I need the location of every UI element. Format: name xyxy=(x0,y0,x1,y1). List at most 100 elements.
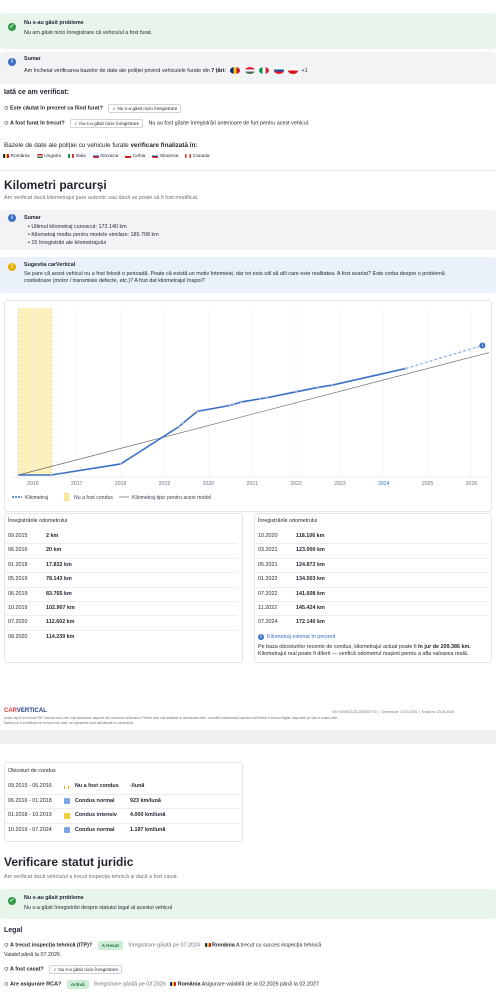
row-date: 10.2020 xyxy=(258,533,278,539)
summary-box xyxy=(0,210,496,250)
point xyxy=(240,400,243,404)
generated: Generat pe: 23.03.2026 xyxy=(381,710,418,714)
x-tick-label: 2018 xyxy=(115,481,127,487)
status-text: Nu am găsit nicio înregistrare că vehicu… xyxy=(24,30,153,36)
note: Asigurare valabilă de la 02.2026 până la… xyxy=(201,981,319,988)
info-icon: i xyxy=(258,634,264,640)
typical-line xyxy=(18,352,490,476)
row-value: 141.608 km xyxy=(296,590,325,597)
flag xyxy=(170,982,177,987)
point xyxy=(232,403,235,406)
country: Italia xyxy=(75,154,86,160)
row-date: 06.2016 xyxy=(8,547,28,554)
disclaimer: Acest raport în format PDF include doar … xyxy=(4,716,339,720)
row-date: 10.2019 xyxy=(8,605,28,611)
row-value: 78.143 km xyxy=(46,576,72,583)
row-date: 05.2019 xyxy=(8,576,28,583)
habit-label: Condus intensiv xyxy=(75,812,117,818)
flag xyxy=(36,154,43,158)
row-line xyxy=(254,601,488,602)
bullet-item: • Kilometraj mediu pentru modele similar… xyxy=(28,232,159,238)
point xyxy=(331,383,334,387)
suggestion-box xyxy=(0,257,496,293)
bullet-text: Ultimul kilometraj cunoscut: 172.140 km xyxy=(31,224,127,230)
point xyxy=(316,386,320,389)
legend-label: Kilometraj tipic pentru acest model xyxy=(132,495,211,501)
flag xyxy=(3,154,9,158)
x-tick-label: 2021 xyxy=(246,481,258,487)
chip: ✓ Nu s-a găsit nicio înregistrare xyxy=(49,965,123,974)
row-date: 07.2022 xyxy=(258,590,278,597)
estimate-note: Kilometrajul real poate fi diferit — ver… xyxy=(258,651,469,657)
row-line xyxy=(4,629,238,631)
row-value: 172.140 km xyxy=(296,619,325,626)
chip: A trecut xyxy=(97,941,123,950)
point xyxy=(119,462,122,466)
flag xyxy=(259,67,270,74)
subsection-title: Legal xyxy=(4,927,23,934)
row-line xyxy=(4,822,243,823)
status-text: Nu s-a găsit înregistrări despre statutu… xyxy=(24,905,173,911)
footer-meta: VIN: WVWZZZ3CZEE587719 | Generat pe: 23.… xyxy=(332,710,454,714)
point xyxy=(229,404,232,407)
row-line xyxy=(4,572,238,573)
legend-label: Nu a fost condus xyxy=(74,495,113,501)
legend-swatch xyxy=(63,492,70,502)
row-line xyxy=(4,586,238,588)
legal-row: ⊙ Are asigurare RCA? Activă Înregistrare… xyxy=(4,980,319,989)
info-icon: i xyxy=(8,214,16,222)
flag xyxy=(185,154,192,158)
row-line xyxy=(4,615,238,616)
estimate-line: Pe baza obiceiurilor recente de condus, … xyxy=(258,644,471,651)
question: A fost casat? xyxy=(10,966,44,973)
habit-period: 10.2019 - 07.2024 xyxy=(8,826,52,833)
flags xyxy=(227,67,300,74)
flag xyxy=(230,67,241,74)
estimate-title: Kilometraj estimat în prezent xyxy=(267,634,336,640)
country: Ungaria xyxy=(44,154,62,160)
databases-text: Bazele de date ale poliției cu vehicule … xyxy=(4,142,129,149)
found: Înregistrare găsită pe 03.2026 xyxy=(94,981,166,988)
x-tick-label: 2017 xyxy=(71,481,83,487)
row-value: 2 km xyxy=(46,533,59,539)
summary-title: Sumar xyxy=(24,56,41,62)
question: A trecut inspecția tehnică (ITP)? xyxy=(10,942,93,949)
habit-value: 923 km/lună xyxy=(130,797,161,804)
row-value: 114.239 km xyxy=(46,633,75,640)
point xyxy=(265,396,268,399)
habit-period: 01.2018 - 10.2019 xyxy=(8,812,52,818)
section-subtitle: Am verificat dacă vehiculul a trecut ins… xyxy=(4,874,179,880)
point xyxy=(50,473,53,477)
status-box xyxy=(0,13,496,49)
legal-row: ⊙ A trecut inspecția tehnică (ITP)? A tr… xyxy=(4,941,321,950)
row-date: 08.2020 xyxy=(8,633,28,640)
country: Slovacia xyxy=(100,154,119,160)
summary-text: Am încheiat verificarea bazelor de date … xyxy=(24,67,210,74)
estimate-line xyxy=(405,344,483,370)
row-value: 83.765 km xyxy=(46,590,72,597)
not-driven-band xyxy=(18,308,52,475)
point xyxy=(294,390,298,393)
flag xyxy=(152,154,159,158)
estimate-point xyxy=(479,342,486,349)
note: A trecut cu succes inspecția tehnică xyxy=(235,942,322,949)
chip-text: Nu s-a găsit nicio înregistrare xyxy=(79,120,140,126)
chip: ✓ Nu s-a găsit nicio înregistrare xyxy=(108,104,182,113)
country: Slovenia xyxy=(159,154,179,160)
row-date: 05.2021 xyxy=(258,561,278,568)
habit-swatch xyxy=(64,827,70,833)
habit-swatch xyxy=(64,783,69,790)
vin: VIN: WVWZZZ3CZEE587719 xyxy=(332,710,377,714)
chart-frame xyxy=(4,300,492,512)
table-title: Obiceiuri de condus xyxy=(8,768,56,774)
table-title: Înregistrările odometrului xyxy=(8,518,68,524)
expires: Expiră la: 23.04.2026 xyxy=(421,710,454,714)
databases-line: Bazele de date ale poliției cu vehicule … xyxy=(4,142,198,150)
row-line xyxy=(4,557,238,559)
row-date: 06.2019 xyxy=(8,590,28,597)
check-row: ⊙ A fost furat în trecut? ✓ Nu s-a găsit… xyxy=(4,119,309,128)
row-value: 124.872 km xyxy=(296,561,325,568)
databases-bold: verificare finalizată în: xyxy=(130,142,198,149)
table-frame xyxy=(4,762,243,842)
icon: ⊙ xyxy=(4,966,9,973)
